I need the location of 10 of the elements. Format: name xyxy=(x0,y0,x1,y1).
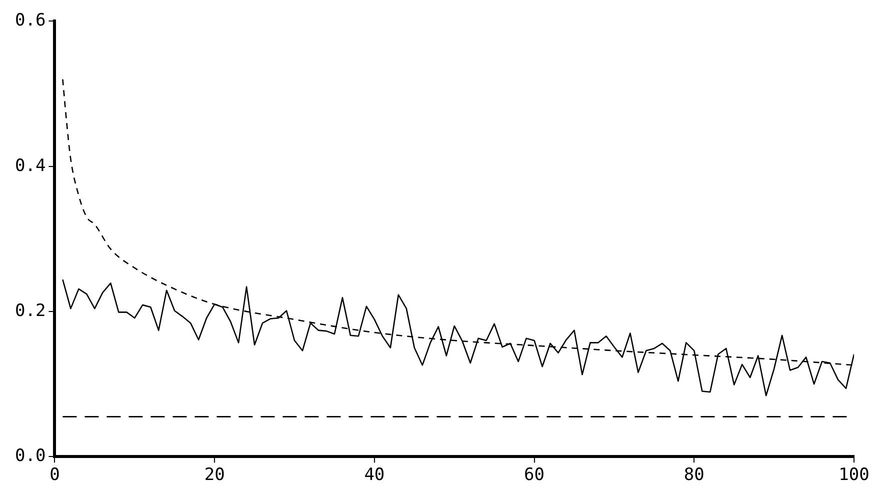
x-tick-label: 100 xyxy=(838,465,870,486)
x-tick-label: 60 xyxy=(524,465,545,486)
y-tick-label: 0.4 xyxy=(14,156,46,176)
x-tick-label: 80 xyxy=(684,465,704,486)
y-tick-label: 0.2 xyxy=(14,300,46,321)
x-tick-label: 40 xyxy=(364,465,385,486)
x-tick-label: 20 xyxy=(204,465,225,486)
y-tick-label: 0.6 xyxy=(14,10,46,31)
y-tick-label: 0.0 xyxy=(14,446,46,466)
x-tick-label: 0 xyxy=(50,465,60,486)
